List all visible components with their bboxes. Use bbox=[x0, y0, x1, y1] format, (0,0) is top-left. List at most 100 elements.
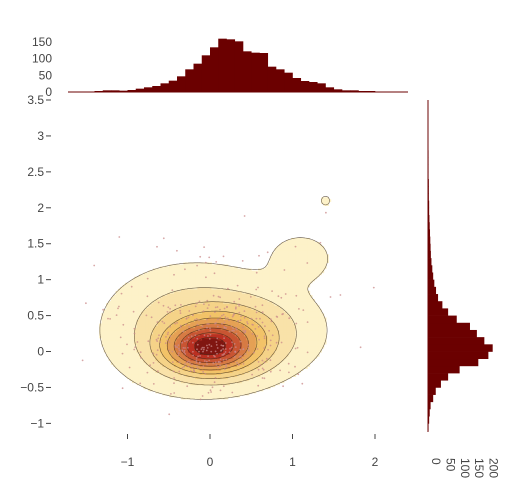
side-hist-bar bbox=[428, 373, 449, 381]
side-hist-tick-label: 200 bbox=[487, 458, 501, 478]
scatter-point bbox=[152, 352, 155, 355]
scatter-point bbox=[227, 287, 229, 290]
scatter-point bbox=[168, 349, 171, 352]
scatter-point bbox=[288, 317, 291, 320]
scatter-point bbox=[250, 317, 253, 320]
scatter-point bbox=[189, 370, 192, 372]
scatter-point bbox=[210, 350, 213, 353]
scatter-point bbox=[222, 313, 225, 316]
scatter-point bbox=[203, 303, 205, 305]
y-tick-label: 2 bbox=[37, 201, 44, 215]
scatter-point bbox=[159, 341, 162, 344]
scatter-point bbox=[242, 363, 245, 365]
scatter-point bbox=[225, 327, 228, 329]
scatter-point bbox=[255, 288, 258, 291]
scatter-point bbox=[224, 351, 227, 353]
scatter-point bbox=[257, 325, 260, 328]
scatter-point bbox=[188, 326, 191, 328]
scatter-point bbox=[223, 321, 226, 324]
scatter-point bbox=[198, 350, 200, 353]
scatter-point bbox=[275, 341, 278, 344]
scatter-point bbox=[237, 320, 240, 322]
side-hist-bar bbox=[428, 222, 430, 230]
side-hist-tick-label: 50 bbox=[443, 458, 457, 472]
scatter-point bbox=[241, 358, 244, 361]
top-hist-bar bbox=[358, 91, 368, 92]
scatter-point bbox=[339, 294, 342, 296]
scatter-point bbox=[179, 324, 182, 327]
scatter-point bbox=[284, 293, 287, 295]
scatter-point bbox=[246, 321, 249, 323]
side-hist-bar bbox=[428, 207, 430, 216]
scatter-point bbox=[134, 346, 137, 349]
scatter-point bbox=[214, 377, 217, 379]
scatter-point bbox=[231, 329, 234, 332]
scatter-point bbox=[251, 373, 254, 376]
right-marginal-histogram: 0 50 100 150 200 bbox=[427, 100, 501, 478]
scatter-point bbox=[222, 255, 225, 258]
top-hist-bar bbox=[267, 66, 277, 92]
scatter-point bbox=[225, 342, 227, 344]
scatter-point bbox=[157, 337, 160, 340]
scatter-point bbox=[155, 338, 158, 341]
main-contour-plot: −1 0 1 2 −1 −0.5 0 0.5 1 1.5 2 2.5 3 3.5 bbox=[20, 93, 378, 469]
scatter-point bbox=[149, 364, 152, 367]
scatter-point bbox=[170, 393, 172, 395]
scatter-point bbox=[263, 361, 266, 364]
scatter-point bbox=[294, 347, 297, 350]
scatter-point bbox=[206, 323, 209, 325]
scatter-point bbox=[233, 300, 236, 303]
scatter-point bbox=[225, 358, 228, 361]
scatter-point bbox=[178, 347, 180, 350]
scatter-point bbox=[225, 363, 228, 366]
scatter-point bbox=[167, 331, 170, 334]
scatter-point bbox=[136, 341, 139, 343]
side-hist-bar bbox=[428, 401, 431, 410]
top-hist-bar bbox=[152, 86, 161, 92]
scatter-point bbox=[301, 382, 304, 385]
scatter-point bbox=[234, 350, 237, 353]
scatter-point bbox=[271, 290, 273, 292]
scatter-point bbox=[254, 328, 257, 330]
scatter-point bbox=[203, 346, 205, 349]
scatter-point bbox=[209, 389, 212, 392]
scatter-point bbox=[192, 314, 194, 317]
scatter-point bbox=[203, 246, 206, 249]
scatter-point bbox=[93, 264, 96, 267]
scatter-point bbox=[243, 316, 246, 319]
scatter-point bbox=[281, 313, 284, 316]
scatter-point bbox=[198, 329, 200, 331]
side-hist-bar bbox=[428, 200, 430, 209]
scatter-point bbox=[187, 316, 190, 319]
contour-fills bbox=[99, 197, 332, 400]
side-hist-bar bbox=[428, 243, 431, 252]
top-hist-bar bbox=[210, 47, 219, 92]
scatter-point bbox=[130, 285, 133, 288]
scatter-point bbox=[231, 391, 234, 394]
scatter-point bbox=[191, 363, 193, 366]
scatter-point bbox=[109, 318, 111, 320]
scatter-point bbox=[211, 386, 214, 389]
top-hist-bar bbox=[317, 83, 326, 92]
side-hist-tick-label: 0 bbox=[429, 458, 443, 465]
scatter-point bbox=[230, 346, 233, 349]
scatter-point bbox=[194, 305, 197, 308]
scatter-point bbox=[194, 318, 196, 321]
top-hist-bar bbox=[160, 83, 170, 92]
top-hist-bar bbox=[259, 53, 269, 92]
scatter-point bbox=[226, 317, 229, 320]
scatter-point bbox=[205, 276, 207, 279]
scatter-point bbox=[238, 356, 241, 358]
scatter-point bbox=[208, 343, 211, 346]
scatter-point bbox=[181, 341, 184, 344]
scatter-point bbox=[182, 330, 185, 333]
scatter-point bbox=[255, 271, 258, 274]
scatter-point bbox=[196, 264, 199, 267]
scatter-point bbox=[214, 311, 216, 313]
scatter-point bbox=[216, 325, 219, 328]
scatter-point bbox=[192, 350, 194, 353]
scatter-point bbox=[173, 392, 176, 394]
scatter-point bbox=[214, 355, 216, 358]
scatter-point bbox=[219, 389, 222, 392]
scatter-point bbox=[206, 307, 209, 309]
